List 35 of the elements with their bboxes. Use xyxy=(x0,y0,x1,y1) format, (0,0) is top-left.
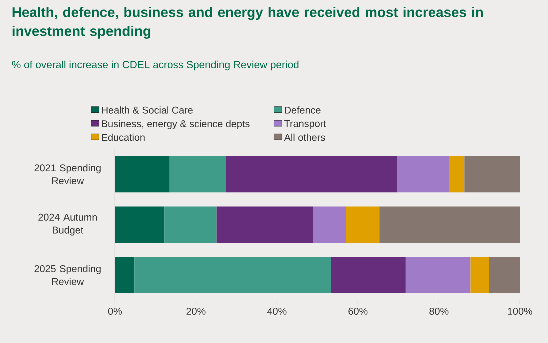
bar xyxy=(115,256,135,294)
legend-label: Transport xyxy=(284,120,326,130)
chart-subtitle: % of overall increase in CDEL across Spending Review period xyxy=(12,60,299,70)
legend-label: All others xyxy=(284,134,326,142)
x-tick-label: 60% xyxy=(348,308,368,315)
bar xyxy=(115,206,165,243)
bar xyxy=(380,206,520,243)
bar xyxy=(164,206,217,243)
y-tick-label: 2025 Spending Review xyxy=(34,265,101,286)
bar xyxy=(397,156,450,192)
x-tick-label: 80% xyxy=(430,308,449,315)
y-tick-label: 2024 Autumn Budget xyxy=(38,214,98,236)
x-tick-label: 0% xyxy=(108,308,122,315)
chart-title: Health, defence, business and energy have received most increases in investment spending xyxy=(12,7,484,39)
x-tick-label: 20% xyxy=(186,308,206,315)
x-tick-label: 40% xyxy=(267,308,287,315)
x-tick-label: 100% xyxy=(508,308,532,315)
bar xyxy=(464,156,520,192)
bar xyxy=(226,156,398,192)
bar xyxy=(489,256,520,294)
y-tick-label: 2021 Spending Review xyxy=(34,164,101,184)
bar xyxy=(449,156,465,192)
bar xyxy=(170,156,226,192)
legend-label: Education xyxy=(102,134,145,142)
bar xyxy=(216,206,314,243)
bar xyxy=(331,256,406,294)
bar xyxy=(346,206,380,243)
bar xyxy=(470,256,490,294)
bar xyxy=(313,206,346,243)
legend-label: Business, energy & science depts xyxy=(102,120,250,130)
legend-label: Defence xyxy=(285,106,321,114)
bar xyxy=(115,156,170,192)
legend-label: Health & Social Care xyxy=(102,106,193,114)
bar xyxy=(134,256,332,294)
bar xyxy=(406,256,471,294)
